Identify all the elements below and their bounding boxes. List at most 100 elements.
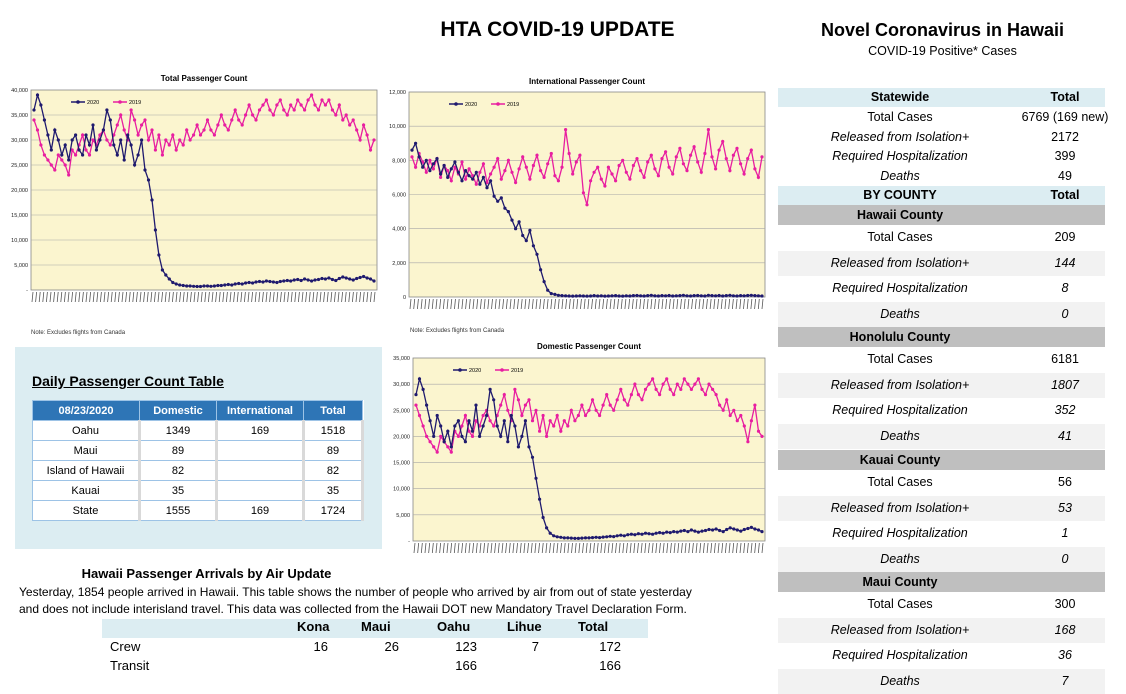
- x-tick-mark: [509, 298, 512, 310]
- data-point: [749, 148, 753, 152]
- x-tick-mark: [491, 298, 493, 310]
- data-point: [665, 377, 669, 381]
- data-point: [289, 103, 293, 107]
- arrivals-header-maui: Maui: [361, 619, 391, 634]
- data-point: [517, 167, 521, 171]
- data-point: [368, 277, 373, 281]
- data-point: [460, 434, 464, 438]
- x-tick-mark: [78, 291, 81, 303]
- data-point: [699, 170, 703, 174]
- data-point: [87, 143, 92, 147]
- y-tick-label: 30,000: [11, 138, 28, 144]
- data-point: [133, 163, 137, 167]
- data-point: [608, 403, 612, 407]
- x-tick-mark: [413, 542, 416, 554]
- data-point: [372, 279, 376, 283]
- data-point: [549, 151, 553, 156]
- x-tick-mark: [233, 291, 235, 303]
- data-point: [101, 128, 105, 132]
- data-point: [506, 158, 510, 162]
- county-row-label: Required Hospitalization: [832, 526, 968, 541]
- international-passenger-chart-svg: International Passenger Count 12,000 10,00…: [389, 77, 766, 310]
- data-point: [760, 530, 764, 534]
- data-point: [542, 175, 546, 179]
- data-point: [122, 128, 126, 132]
- data-point: [631, 294, 635, 298]
- data-point: [442, 440, 446, 444]
- data-point: [456, 170, 460, 174]
- arrivals-description-line-2: and does not include interisland travel.…: [19, 602, 687, 616]
- data-point: [153, 148, 157, 152]
- data-point: [481, 424, 485, 428]
- data-point: [143, 168, 147, 172]
- data-point: [323, 277, 327, 281]
- data-point: [212, 133, 216, 137]
- data-point: [492, 398, 496, 402]
- data-point: [626, 533, 630, 537]
- x-tick-mark: [672, 298, 675, 310]
- x-tick-mark: [468, 542, 471, 554]
- data-point: [560, 165, 564, 169]
- data-point: [640, 532, 644, 536]
- data-point: [753, 167, 757, 171]
- data-point: [129, 108, 133, 112]
- x-tick-mark: [247, 291, 250, 303]
- data-point: [682, 377, 686, 381]
- data-point: [251, 113, 255, 117]
- data-point: [94, 148, 98, 152]
- data-point: [696, 530, 700, 534]
- data-point: [42, 118, 47, 122]
- x-tick-mark: [571, 542, 573, 554]
- data-point: [341, 275, 345, 279]
- x-tick-mark: [538, 542, 540, 554]
- data-point: [685, 294, 689, 298]
- county-row: Total Cases 56: [778, 470, 1105, 496]
- data-point: [365, 133, 369, 137]
- x-tick-mark: [691, 298, 693, 310]
- data-point: [562, 536, 566, 540]
- data-point: [506, 210, 510, 214]
- data-point: [742, 294, 746, 298]
- data-point: [756, 429, 761, 433]
- data-point: [571, 172, 575, 176]
- data-point: [337, 276, 341, 281]
- data-point: [414, 141, 418, 145]
- county-row: Required Hospitalization 1: [778, 521, 1105, 547]
- data-point: [552, 534, 556, 538]
- y-tick-label: 10,000: [393, 487, 410, 493]
- x-tick-mark: [359, 291, 361, 303]
- x-tick-mark: [330, 291, 333, 303]
- x-tick-mark: [352, 291, 354, 303]
- x-tick-mark: [439, 298, 442, 310]
- county-row-label: Total Cases: [867, 230, 933, 244]
- data-point: [157, 133, 161, 137]
- x-tick-mark: [316, 291, 318, 303]
- data-point: [56, 153, 60, 157]
- data-point: [621, 294, 625, 298]
- data-point: [574, 160, 578, 164]
- county-header-row: Kauai County: [778, 450, 1105, 470]
- x-tick-mark: [583, 298, 586, 310]
- data-point: [617, 163, 621, 168]
- x-tick-labels: [413, 542, 764, 554]
- data-point: [517, 220, 521, 224]
- data-point: [355, 276, 359, 281]
- data-point: [724, 294, 728, 298]
- y-tick-label: 15,000: [11, 213, 28, 219]
- data-point: [711, 528, 715, 532]
- data-point: [653, 167, 657, 171]
- x-tick-mark: [580, 298, 582, 310]
- x-tick-mark: [498, 298, 501, 310]
- data-point: [358, 138, 362, 142]
- x-tick-mark: [222, 291, 225, 303]
- data-point: [753, 403, 757, 407]
- x-tick-mark: [659, 542, 661, 554]
- data-point: [612, 535, 616, 539]
- x-tick-mark: [720, 298, 723, 310]
- table-cell: [216, 480, 305, 501]
- data-point: [463, 413, 467, 418]
- total-passenger-chart: Total Passenger Count 40,000 35,000 30,000 2…: [7, 72, 382, 336]
- data-point: [583, 536, 588, 540]
- statewide-row-value: 6769 (169 new): [1021, 110, 1109, 124]
- data-point: [296, 98, 300, 102]
